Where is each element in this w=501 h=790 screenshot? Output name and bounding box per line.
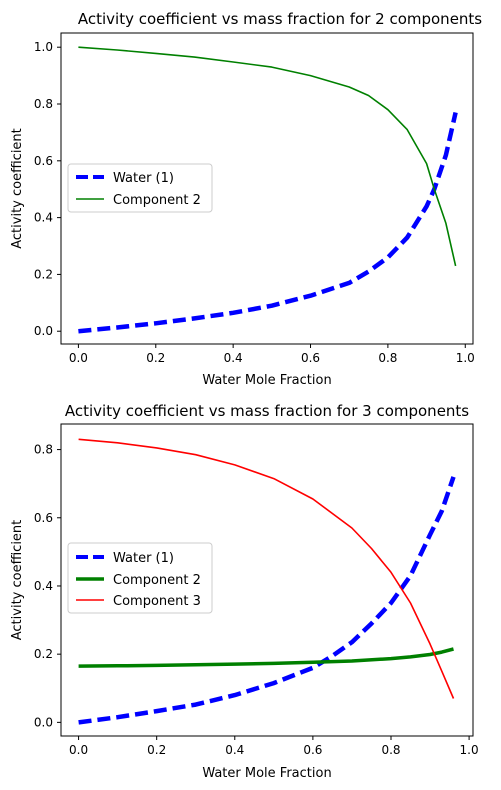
x-tick-label: 0.0 xyxy=(69,351,88,365)
chart-title: Activity coefficient vs mass fraction fo… xyxy=(65,402,469,420)
y-tick-label: 0.2 xyxy=(34,267,53,281)
y-tick-label: 0.4 xyxy=(34,211,53,225)
plot-area: 0.0 0.2 0.4 0.6 0.8 1.0 0.0 0.2 0.4 0.6 0.8 xyxy=(34,438,479,757)
chart-panel-2-components: Activity coefficient vs mass fraction fo… xyxy=(10,10,482,388)
y-tick-label: 0.0 xyxy=(34,715,53,729)
y-axis-label: Activity coefficient xyxy=(10,520,25,641)
x-tick-label: 0.0 xyxy=(69,743,88,757)
x-tick-label: 0.2 xyxy=(146,351,165,365)
series-line-component-2 xyxy=(78,647,454,668)
x-tick-label: 0.6 xyxy=(301,351,320,365)
series-line-component-3 xyxy=(78,438,455,699)
legend-label-water: Water (1) xyxy=(113,171,174,186)
x-tick-label: 0.6 xyxy=(303,743,322,757)
plot-frame xyxy=(60,32,474,345)
legend-label-component-3: Component 3 xyxy=(113,594,201,609)
y-tick-label: 1.0 xyxy=(34,40,53,54)
y-tick-label: 0.0 xyxy=(34,324,53,338)
x-tick-label: 1.0 xyxy=(460,743,479,757)
legend-label-water: Water (1) xyxy=(113,551,174,566)
y-tick-label: 0.8 xyxy=(34,97,53,111)
legend-label-component-2: Component 2 xyxy=(113,193,201,208)
y-axis-label: Activity coefficient xyxy=(10,128,25,249)
legend-label-component-2: Component 2 xyxy=(113,573,201,588)
x-axis-label: Water Mole Fraction xyxy=(202,766,331,781)
plot-area: 0.0 0.2 0.4 0.6 0.8 1.0 0.0 0.2 0.4 0.6 0.8 1.0 xyxy=(34,40,475,365)
x-tick-label: 1.0 xyxy=(456,351,475,365)
legend: Water (1) Component 2 Component 3 xyxy=(67,542,213,614)
series-line-component-2 xyxy=(78,46,457,267)
legend: Water (1) Component 2 xyxy=(67,163,213,213)
y-tick-label: 0.6 xyxy=(34,511,53,525)
x-tick-label: 0.8 xyxy=(378,351,397,365)
x-tick-label: 0.4 xyxy=(225,743,244,757)
x-tick-label: 0.4 xyxy=(224,351,243,365)
x-axis-label: Water Mole Fraction xyxy=(202,373,331,388)
x-tick-label: 0.8 xyxy=(381,743,400,757)
series-line-water-1 xyxy=(78,476,456,725)
plot-frame xyxy=(60,423,474,737)
y-tick-label: 0.6 xyxy=(34,154,53,168)
legend-box xyxy=(67,542,213,614)
y-tick-label: 0.8 xyxy=(34,443,53,457)
chart-title: Activity coefficient vs mass fraction fo… xyxy=(78,10,482,28)
y-tick-label: 0.2 xyxy=(34,647,53,661)
series-line-water-1 xyxy=(78,112,458,334)
y-tick-label: 0.4 xyxy=(34,579,53,593)
chart-panel-3-components: Activity coefficient vs mass fraction fo… xyxy=(10,402,479,781)
x-tick-label: 0.2 xyxy=(147,743,166,757)
